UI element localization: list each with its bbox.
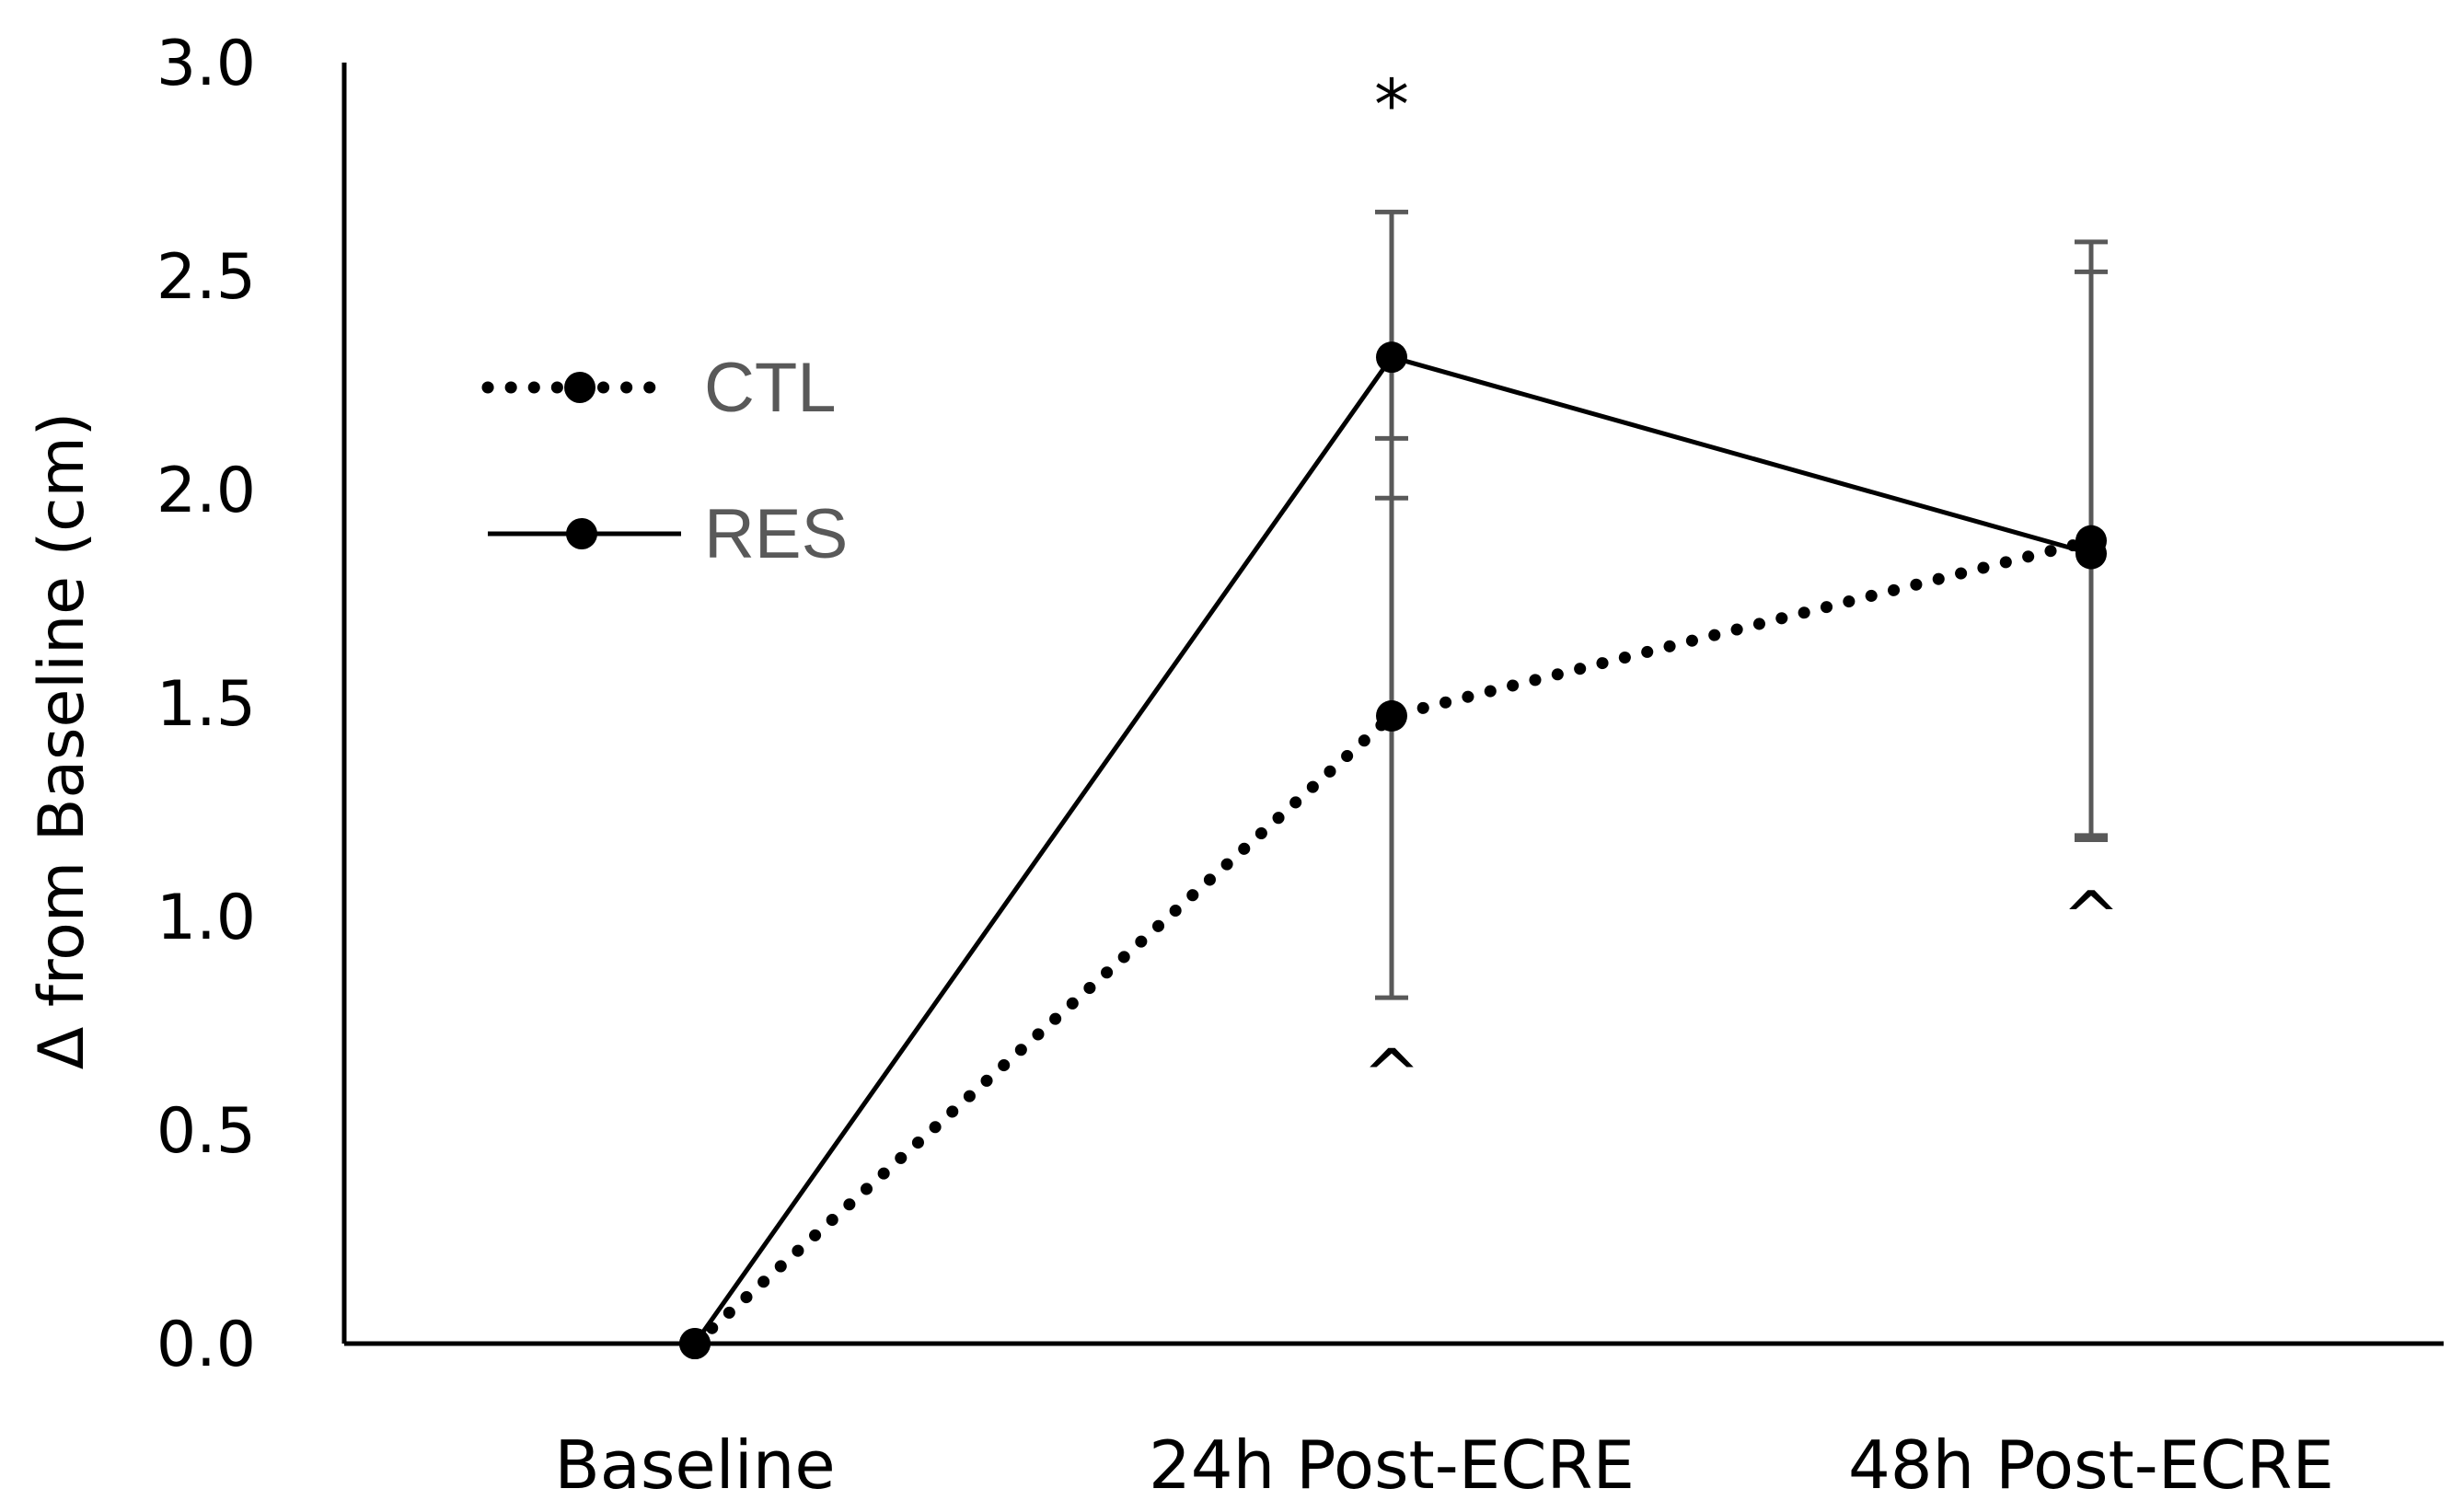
legend-ctl-label: CTL [704,349,837,427]
error-bars [1375,209,2108,1000]
x-tick-labels: Baseline 24h Post-ECRE 48h Post-ECRE [554,1426,2334,1504]
y-tick-label: 1.0 [156,882,256,954]
y-axis-title: Δ from Baseline (cm) [26,412,98,1070]
legend-res-label: RES [704,495,848,573]
legend-ctl-marker [564,372,595,403]
data-point-res [679,1328,711,1359]
annotations: * ^ ^ [1362,63,2121,1115]
y-tick-label: 2.0 [156,455,256,527]
series-points [679,341,2107,1359]
data-point-res [1376,341,1407,374]
y-tick-label: 0.5 [156,1095,256,1168]
legend: CTL RES [481,349,848,573]
legend-res-marker [566,518,597,549]
y-tick-labels: 0.0 0.5 1.0 1.5 2.0 2.5 3.0 [156,28,256,1381]
x-tick-label: 48h Post-ECRE [1848,1426,2334,1504]
significance-marker: ^ [1362,1033,1421,1115]
data-point-ctl [1376,699,1407,732]
x-tick-label: Baseline [554,1426,835,1504]
y-tick-label: 0.0 [156,1309,256,1381]
y-tick-label: 1.5 [156,668,256,741]
significance-marker: ^ [2062,875,2121,957]
y-tick-label: 3.0 [156,28,256,100]
y-tick-label: 2.5 [156,241,256,314]
data-point-res [2075,537,2107,570]
x-tick-label: 24h Post-ECRE [1149,1426,1635,1504]
significance-marker: * [1374,63,1409,145]
